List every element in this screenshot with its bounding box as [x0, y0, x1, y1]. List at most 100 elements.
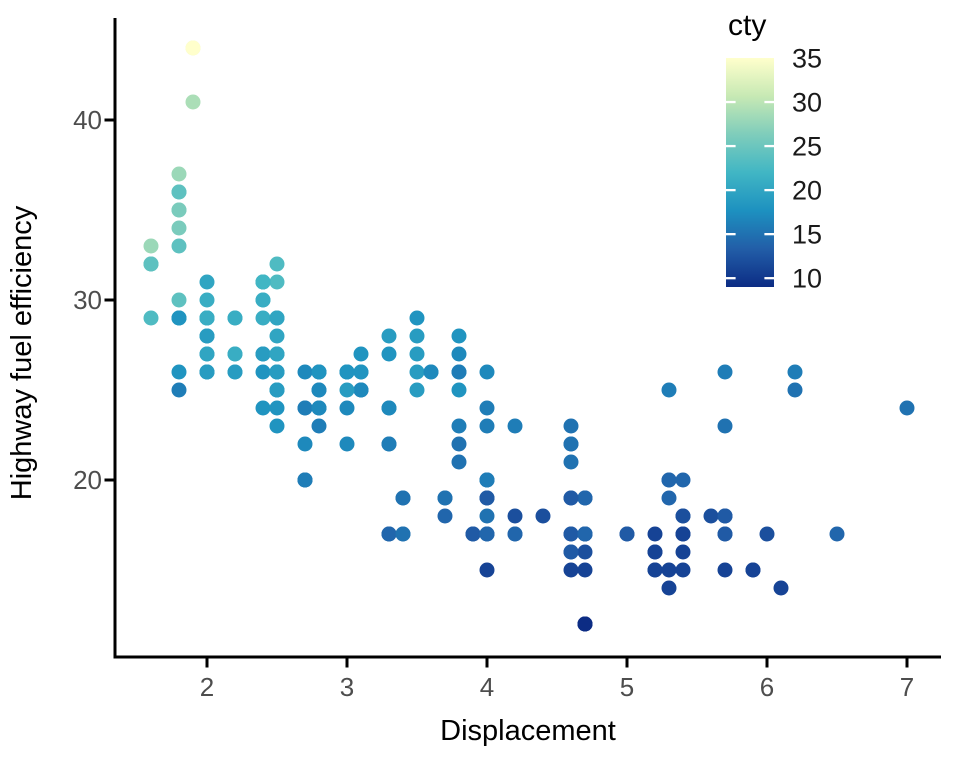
legend-tick-label: 15: [792, 220, 822, 250]
axes-layer: 2 3 4 5 6 7 20 30 40: [73, 18, 941, 702]
data-point: [479, 490, 495, 506]
data-point: [717, 364, 733, 380]
legend-tick-label: 30: [792, 88, 822, 118]
legend-tick-label: 10: [792, 264, 822, 294]
data-point: [255, 310, 271, 326]
data-point: [269, 256, 285, 272]
data-point: [269, 274, 285, 290]
data-point: [339, 382, 355, 398]
data-point: [899, 400, 915, 416]
data-point: [717, 508, 733, 524]
data-point: [171, 310, 187, 326]
data-point: [339, 364, 355, 380]
data-point: [171, 238, 187, 254]
data-point: [269, 364, 285, 380]
data-point: [227, 310, 243, 326]
legend-tick-label: 35: [792, 44, 822, 74]
data-point: [577, 490, 593, 506]
legend-colorbar: cty 35 30 25 20 15 10: [726, 9, 822, 294]
data-point: [451, 454, 467, 470]
data-point: [675, 472, 691, 488]
data-point: [171, 184, 187, 200]
data-point: [787, 382, 803, 398]
data-point: [269, 400, 285, 416]
data-point: [717, 418, 733, 434]
data-point: [409, 328, 425, 344]
data-point: [479, 562, 495, 578]
data-point: [479, 418, 495, 434]
data-point: [507, 418, 523, 434]
data-point: [829, 526, 845, 542]
data-point: [255, 364, 271, 380]
data-point: [647, 526, 663, 542]
x-tick-label: 7: [900, 672, 914, 702]
data-point: [311, 418, 327, 434]
data-point: [647, 562, 663, 578]
data-point: [675, 544, 691, 560]
data-point: [451, 436, 467, 452]
data-point: [479, 526, 495, 542]
data-point: [479, 472, 495, 488]
data-point: [297, 436, 313, 452]
data-point: [381, 346, 397, 362]
data-point: [619, 526, 635, 542]
data-point: [171, 220, 187, 236]
data-point: [661, 490, 677, 506]
data-point: [171, 364, 187, 380]
data-point: [661, 562, 677, 578]
data-point: [409, 310, 425, 326]
data-point: [255, 346, 271, 362]
data-point: [199, 328, 215, 344]
data-point: [297, 400, 313, 416]
data-point: [563, 526, 579, 542]
x-tick-label: 3: [340, 672, 354, 702]
data-point: [353, 364, 369, 380]
data-point: [423, 364, 439, 380]
data-point: [381, 400, 397, 416]
data-point: [675, 526, 691, 542]
y-tick-label: 20: [73, 465, 102, 495]
x-tick-label: 5: [620, 672, 634, 702]
data-point: [199, 292, 215, 308]
data-point: [409, 382, 425, 398]
data-point: [451, 364, 467, 380]
data-point: [381, 328, 397, 344]
points-layer: [143, 40, 915, 632]
data-point: [479, 364, 495, 380]
data-point: [255, 274, 271, 290]
data-point: [535, 508, 551, 524]
data-point: [563, 418, 579, 434]
data-point: [353, 346, 369, 362]
data-point: [563, 454, 579, 470]
data-point: [773, 580, 789, 596]
data-point: [311, 400, 327, 416]
y-axis-title: Highway fuel efficiency: [6, 205, 38, 500]
data-point: [171, 202, 187, 218]
data-point: [199, 364, 215, 380]
data-point: [171, 166, 187, 182]
data-point: [311, 364, 327, 380]
data-point: [199, 346, 215, 362]
data-point: [563, 544, 579, 560]
data-point: [143, 238, 159, 254]
data-point: [661, 580, 677, 596]
x-axis-title: Displacement: [440, 715, 616, 747]
data-point: [451, 382, 467, 398]
data-point: [199, 310, 215, 326]
data-point: [409, 346, 425, 362]
data-point: [717, 526, 733, 542]
data-point: [297, 364, 313, 380]
data-point: [661, 472, 677, 488]
data-point: [451, 346, 467, 362]
data-point: [311, 382, 327, 398]
data-point: [171, 382, 187, 398]
data-point: [787, 364, 803, 380]
data-point: [647, 544, 663, 560]
data-point: [269, 310, 285, 326]
data-point: [297, 472, 313, 488]
data-point: [353, 382, 369, 398]
data-point: [339, 436, 355, 452]
data-point: [227, 364, 243, 380]
